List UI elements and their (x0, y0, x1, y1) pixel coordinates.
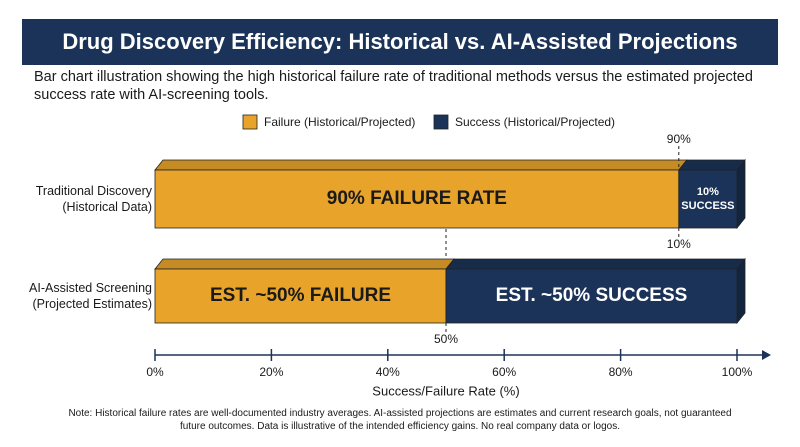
bar-side (736, 158, 746, 230)
bar-top (677, 159, 746, 171)
category-label: AI-Assisted Screening (Projected Estimat… (29, 281, 152, 311)
legend-label: Failure (Historical/Projected) (264, 115, 415, 129)
bar (678, 169, 738, 229)
x-tick-label: 100% (722, 365, 753, 379)
category-label: Traditional Discovery (Historical Data) (35, 184, 152, 214)
subtitle: Bar chart illustration showing the high … (34, 69, 753, 103)
value-label-box: EST. ~50% FAILURE (209, 285, 392, 306)
legend-label: Success (Historical/Projected) (455, 115, 615, 129)
x-tick-label: 60% (492, 365, 516, 379)
value-label: 90% FAILURE RATE (326, 188, 507, 209)
value-label-box: 90% FAILURE RATE (326, 188, 507, 209)
annotation: 90% (667, 132, 691, 146)
note-box: Note: Historical failure rates are well-… (68, 408, 732, 432)
value-label-box: 10% SUCCESS (681, 186, 735, 212)
value-label: 10% SUCCESS (681, 186, 735, 212)
x-tick-label: 20% (259, 365, 283, 379)
legend-swatch (242, 114, 258, 130)
annotation: 10% (667, 237, 691, 251)
chart-title: Drug Discovery Efficiency: Historical vs… (62, 29, 737, 54)
x-tick-label: 80% (609, 365, 633, 379)
bar-top (154, 159, 688, 171)
value-label-box: EST. ~50% SUCCESS (495, 285, 688, 306)
bar-top (445, 258, 746, 270)
title-banner (22, 19, 778, 65)
category-label-box: AI-Assisted Screening (Projected Estimat… (29, 281, 152, 311)
bar (154, 268, 447, 324)
bar-side (736, 257, 746, 325)
bar (445, 268, 738, 324)
value-label: EST. ~50% SUCCESS (495, 285, 688, 306)
x-tick-label: 0% (146, 365, 164, 379)
note: Note: Historical failure rates are well-… (68, 408, 732, 432)
subtitle-box: Bar chart illustration showing the high … (34, 69, 753, 103)
category-label-box: Traditional Discovery (Historical Data) (35, 184, 152, 214)
bar-top (154, 258, 455, 270)
annotation: 50% (434, 332, 458, 346)
axis-arrow (762, 350, 771, 360)
bar (154, 169, 680, 229)
x-axis-label: Success/Failure Rate (%) (372, 383, 519, 398)
x-tick-label: 40% (376, 365, 400, 379)
legend-swatch (433, 114, 449, 130)
value-label: EST. ~50% FAILURE (209, 285, 392, 306)
